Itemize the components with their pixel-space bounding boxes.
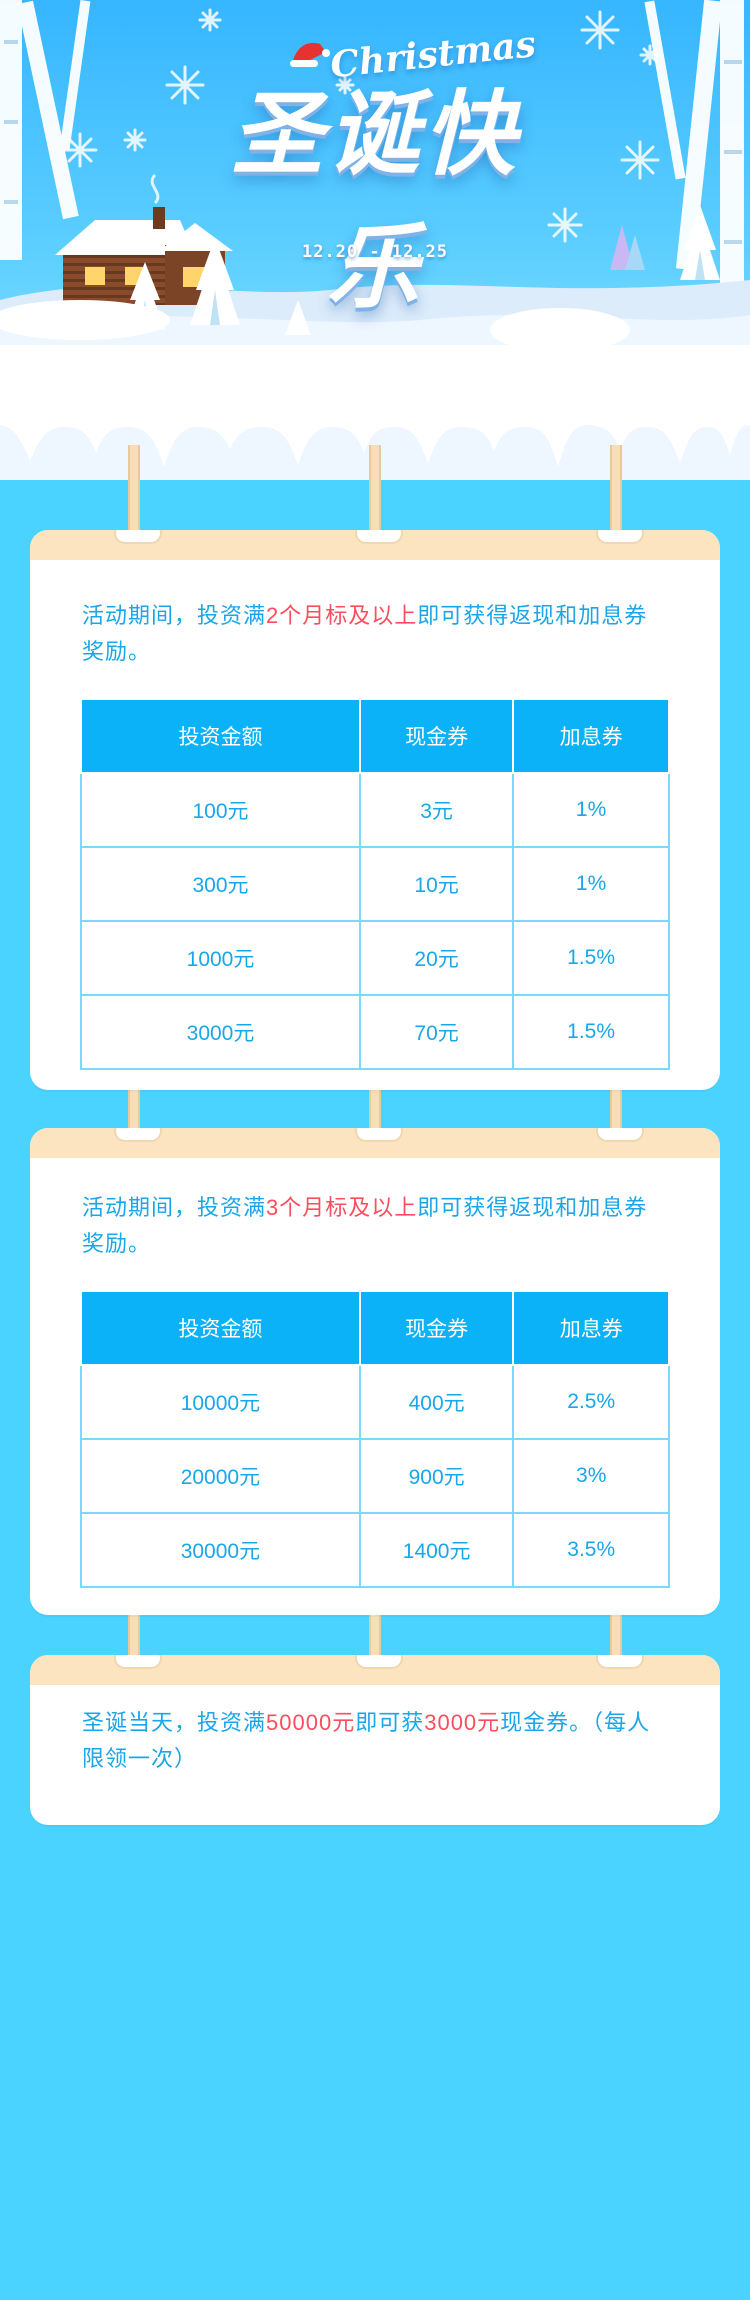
table-row: 100元 3元 1% (79, 772, 670, 848)
cell-cash-coupon: 900元 (358, 1438, 515, 1514)
reward-card-2-month: 活动期间，投资满2个月标及以上即可获得返现和加息券奖励。 投资金额 现金券 加息… (30, 530, 720, 1090)
rope-peg (114, 1128, 162, 1142)
card-description: 圣诞当天，投资满50000元即可获3000元现金券。（每人限领一次） (30, 1685, 720, 1777)
description-text: 即可获得返现和加息券奖励。 (82, 603, 648, 664)
cell-amount: 1000元 (79, 920, 362, 996)
cell-cash-coupon: 3元 (359, 772, 515, 848)
reward-card-christmas-day: 圣诞当天，投资满50000元即可获3000元现金券。（每人限领一次） (30, 1655, 720, 1825)
card-description: 活动期间，投资满2个月标及以上即可获得返现和加息券奖励。 (30, 560, 720, 670)
table-row: 10000元 400元 2.5% (80, 1364, 670, 1440)
cell-cash-coupon: 70元 (359, 994, 515, 1070)
table-row: 3000元 70元 1.5% (79, 994, 670, 1070)
cell-amount: 300元 (79, 846, 362, 922)
hero-banner: Christmas 圣诞快乐 12.20 - 12.25 (0, 0, 750, 480)
rope-peg (355, 1128, 403, 1142)
card-header-strip (30, 1128, 720, 1158)
table-row: 1000元 20元 1.5% (79, 920, 670, 996)
highlight-reward: 3000元 (424, 1710, 501, 1735)
card-description: 活动期间，投资满3个月标及以上即可获得返现和加息券奖励。 (30, 1158, 720, 1262)
column-header-amount: 投资金额 (79, 698, 362, 774)
table-row: 300元 10元 1% (79, 846, 670, 922)
cell-interest-coupon: 3% (512, 1438, 670, 1514)
card-header-strip (30, 1655, 720, 1685)
rope-peg (596, 530, 644, 544)
rope-peg (114, 530, 162, 544)
rope (369, 1615, 381, 1660)
cell-interest-coupon: 3.5% (512, 1512, 670, 1588)
column-header-interest-coupon: 加息券 (512, 1290, 670, 1366)
christmas-title-cn: 圣诞快乐 (230, 81, 519, 321)
cell-amount: 10000元 (80, 1364, 361, 1440)
cell-cash-coupon: 1400元 (358, 1512, 515, 1588)
table-row: 30000元 1400元 3.5% (80, 1512, 670, 1588)
cell-cash-coupon: 10元 (359, 846, 515, 922)
reward-card-3-month: 活动期间，投资满3个月标及以上即可获得返现和加息券奖励。 投资金额 现金券 加息… (30, 1128, 720, 1615)
rope (610, 1090, 622, 1130)
table-row: 20000元 900元 3% (80, 1438, 670, 1514)
cell-interest-coupon: 1% (512, 772, 670, 848)
cell-amount: 30000元 (80, 1512, 361, 1588)
description-text: 活动期间，投资满 (82, 603, 267, 628)
description-text: 即可获得返现和加息券奖励。 (82, 1195, 648, 1256)
rope (128, 1615, 140, 1660)
icicle-snow-edge (0, 345, 750, 467)
cell-interest-coupon: 2.5% (512, 1364, 670, 1440)
column-header-cash-coupon: 现金券 (359, 698, 515, 774)
column-header-cash-coupon: 现金券 (358, 1290, 515, 1366)
santa-hat-icon (290, 38, 330, 68)
table-header-row: 投资金额 现金券 加息券 (79, 698, 670, 774)
rope (369, 1090, 381, 1130)
table-header-row: 投资金额 现金券 加息券 (80, 1290, 670, 1366)
cell-cash-coupon: 400元 (358, 1364, 515, 1440)
cell-amount: 20000元 (80, 1438, 361, 1514)
event-date-range: 12.20 - 12.25 (301, 242, 449, 262)
description-text: 圣诞当天，投资满 (82, 1710, 267, 1735)
cell-amount: 3000元 (79, 994, 362, 1070)
reward-table: 投资金额 现金券 加息券 10000元 400元 2.5% 20000元 900… (80, 1290, 670, 1588)
highlight-term: 2个月标及以上 (266, 603, 418, 628)
cell-interest-coupon: 1.5% (512, 994, 670, 1070)
highlight-amount: 50000元 (266, 1710, 356, 1735)
rope-peg (114, 1655, 162, 1669)
description-text: 即可获 (355, 1710, 425, 1735)
description-text: 现金券。（每人限领一次） (82, 1710, 651, 1771)
rope-peg (355, 530, 403, 544)
card-header-strip (30, 530, 720, 560)
cell-amount: 100元 (79, 772, 362, 848)
cell-cash-coupon: 20元 (359, 920, 515, 996)
hero-title-group: Christmas 圣诞快乐 12.20 - 12.25 (0, 0, 750, 321)
column-header-amount: 投资金额 (80, 1290, 361, 1366)
reward-table: 投资金额 现金券 加息券 100元 3元 1% 300元 10元 1% 1000… (79, 698, 670, 1070)
rope-peg (355, 1655, 403, 1669)
column-header-interest-coupon: 加息券 (512, 698, 670, 774)
rope (610, 1615, 622, 1660)
highlight-term: 3个月标及以上 (266, 1195, 418, 1220)
rope (128, 1090, 140, 1130)
cell-interest-coupon: 1.5% (512, 920, 670, 996)
description-text: 活动期间，投资满 (82, 1195, 267, 1220)
cell-interest-coupon: 1% (512, 846, 670, 922)
rope-peg (596, 1655, 644, 1669)
rope-peg (596, 1128, 644, 1142)
